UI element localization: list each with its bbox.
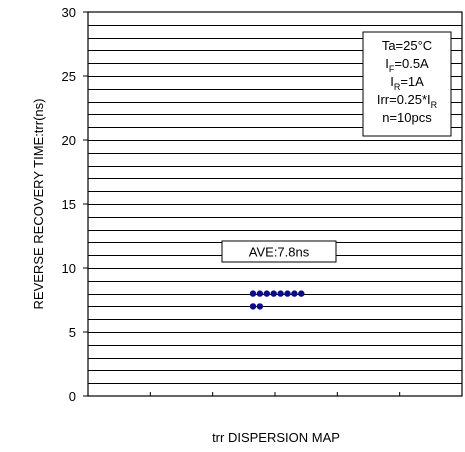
- data-point: [284, 290, 291, 297]
- data-point: [256, 290, 264, 297]
- y-tick-label: 20: [62, 133, 76, 148]
- y-axis: 0 5 10 15 20 25 30: [62, 5, 88, 404]
- average-box: [221, 240, 337, 263]
- data-point: [249, 303, 257, 310]
- conditions-box: [362, 31, 452, 137]
- data-point: [249, 290, 257, 297]
- data-point: [263, 290, 270, 297]
- average-label: AVE:7.8ns: [249, 245, 310, 260]
- x-axis-label: trr DISPERSION MAP: [212, 430, 340, 445]
- data-points: [249, 290, 305, 310]
- y-tick-label: 5: [69, 325, 76, 340]
- y-tick-label: 30: [62, 5, 76, 20]
- data-point: [291, 290, 298, 297]
- condition-line: IR=1A: [390, 74, 424, 92]
- y-tick-label: 25: [62, 69, 76, 84]
- y-tick-label: 10: [62, 261, 76, 276]
- x-axis-ticks: [149, 392, 401, 396]
- y-axis-label: REVERSE RECOVERY TIME:trr(ns): [31, 99, 46, 310]
- data-point: [256, 303, 264, 310]
- y-tick-label: 0: [69, 389, 76, 404]
- data-point: [277, 290, 284, 297]
- condition-line: IF=0.5A: [385, 56, 429, 74]
- data-point: [298, 290, 305, 297]
- condition-line: Irr=0.25*IR: [377, 92, 438, 110]
- condition-line: n=10pcs: [382, 110, 432, 125]
- average-annotation: AVE:7.8ns: [221, 240, 337, 263]
- data-point: [270, 290, 277, 297]
- y-tick-label: 15: [62, 197, 76, 212]
- condition-line: Ta=25°C: [382, 38, 432, 53]
